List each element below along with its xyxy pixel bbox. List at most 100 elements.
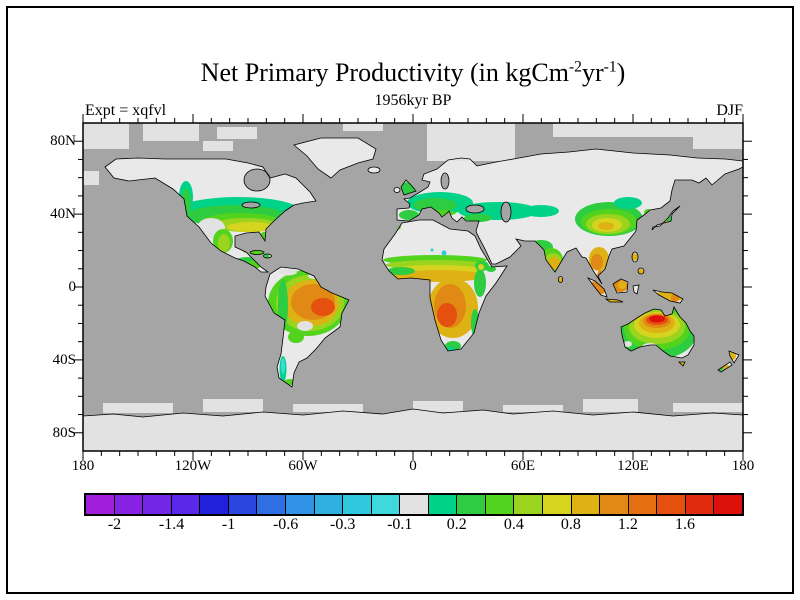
title-text: Net Primary Productivity (in kgCm	[200, 58, 569, 87]
colorbar-cell	[342, 495, 371, 514]
latitude-tick-label: 80N	[50, 133, 76, 150]
colorbar-cell	[199, 495, 228, 514]
axis-ticks	[74, 114, 752, 460]
npp-region	[250, 250, 264, 255]
island-coastline	[393, 187, 401, 193]
sea-ice-block	[343, 123, 383, 131]
plot-title: Net Primary Productivity (in kgCm-2yr-1)	[26, 58, 800, 88]
coastline	[604, 298, 624, 303]
inland-sea	[440, 172, 450, 190]
coastline-layer	[83, 137, 743, 451]
npp-region	[591, 254, 603, 270]
colorbar-tick-label: 0.2	[446, 516, 467, 533]
npp-region	[441, 250, 447, 256]
colorbar-cell	[399, 495, 428, 514]
antarctica-coastline	[83, 408, 743, 451]
colorbar-tick-label: 0.4	[503, 516, 524, 533]
latitude-tick-label: 40S	[52, 351, 76, 368]
colorbar-cell	[570, 495, 600, 514]
longitude-tick-label: 60W	[288, 458, 318, 474]
npp-region	[474, 269, 486, 297]
npp-region	[437, 303, 457, 327]
sea-ice-block	[83, 171, 99, 185]
npp-region	[297, 321, 313, 331]
plot-subtitle: 1956kyr BP	[374, 92, 452, 109]
coastline	[632, 284, 640, 295]
longitude-tick-label: 60E	[510, 458, 536, 474]
colorbar-cell	[627, 495, 657, 514]
longitude-tick-label: 180	[71, 458, 95, 474]
colorbar-cell	[427, 495, 457, 514]
lakes-layer	[241, 168, 512, 223]
colorbar-cell	[86, 495, 114, 514]
npp-region	[649, 315, 665, 323]
colorbar-tick-label: 1.2	[617, 516, 638, 533]
longitude-tick-label: 180	[731, 458, 755, 474]
landmass	[397, 149, 743, 284]
sea-ice-block	[203, 141, 233, 151]
coastline	[264, 266, 350, 388]
colorbar-tick-label: -1.4	[158, 516, 185, 533]
npp-region	[598, 222, 614, 230]
colorbar-cell	[142, 495, 171, 514]
colorbar-tick-label: 0.8	[560, 516, 581, 533]
npp-contour-layer	[176, 181, 736, 385]
season-label: DJF	[716, 102, 743, 119]
sea-ice-block	[103, 403, 173, 413]
sea-ice-block	[673, 403, 743, 412]
title-close-paren: )	[616, 58, 626, 87]
coastline	[620, 306, 695, 359]
colorbar-cell	[684, 495, 714, 514]
npp-region	[430, 248, 434, 252]
colorbar-tick-label: 1.6	[674, 516, 695, 533]
colorbar-tick-label: -1	[221, 516, 236, 533]
colorbar-cell	[484, 495, 514, 514]
colorbar-tick-label: -0.6	[272, 516, 299, 533]
island	[394, 187, 400, 193]
coastline	[717, 361, 733, 373]
inland-sea	[465, 204, 485, 214]
npp-region	[279, 268, 297, 276]
colorbar-cell	[656, 495, 685, 514]
colorbar	[84, 493, 744, 516]
npp-region	[618, 281, 626, 289]
npp-region	[281, 358, 285, 374]
island-coastline	[367, 166, 381, 174]
npp-region	[311, 298, 335, 316]
npp-region	[264, 253, 270, 259]
coastline	[612, 278, 629, 294]
colorbar-cell	[227, 495, 257, 514]
coastline	[104, 157, 317, 273]
inland-sea	[241, 201, 261, 209]
colorbar-cell	[456, 495, 485, 514]
sea-ice-block	[583, 399, 638, 412]
inland-sea	[243, 168, 271, 192]
sea-ice-block	[83, 123, 129, 149]
sea-ice-block	[217, 127, 257, 139]
sea-ice-block	[413, 401, 463, 412]
sea-ice-block	[503, 405, 563, 412]
npp-region	[288, 331, 304, 343]
colorbar-tick-label: -2	[107, 516, 122, 533]
sea-ice-block	[693, 123, 743, 149]
coastline	[652, 289, 684, 304]
title-superscript-1: -2	[568, 58, 582, 76]
colorbar-tick-label: -0.3	[330, 516, 356, 533]
colorbar-cell	[599, 495, 628, 514]
colorbar-cell	[313, 495, 343, 514]
landmass	[294, 138, 376, 178]
island	[368, 167, 380, 173]
longitude-tick-label: 120E	[617, 458, 649, 474]
sea-ice-layer	[83, 123, 743, 451]
experiment-label: Expt = xqfvl	[85, 102, 167, 119]
npp-region	[631, 253, 639, 261]
sea-ice-block	[293, 404, 363, 412]
colorbar-cell	[256, 495, 285, 514]
npp-region	[218, 234, 230, 252]
colorbar-tick-label: -0.1	[387, 516, 413, 533]
colorbar-cell	[284, 495, 314, 514]
longitude-tick-label: 120W	[174, 458, 212, 474]
npp-region	[464, 214, 492, 222]
island-coastline	[249, 250, 265, 255]
